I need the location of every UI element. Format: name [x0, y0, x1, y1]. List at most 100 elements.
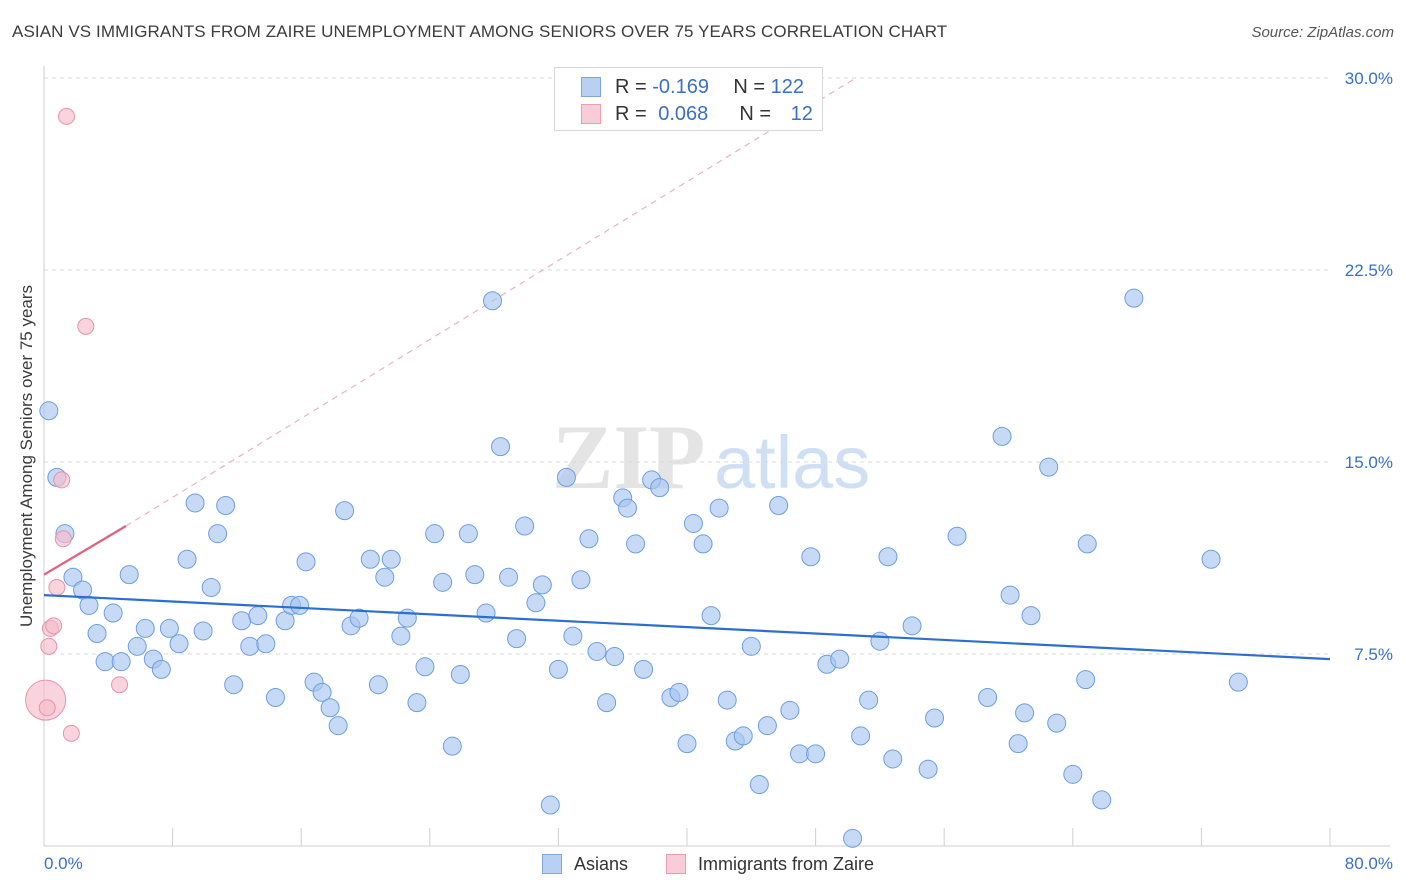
- asians-point: [683, 513, 703, 533]
- zaire-point: [62, 724, 80, 742]
- asians-point: [381, 549, 401, 569]
- zaire-trend-line: [43, 525, 127, 576]
- asians-point: [733, 726, 753, 746]
- asians-trend-line: [43, 594, 1331, 661]
- asians-point: [482, 291, 502, 311]
- asians-point: [391, 626, 411, 646]
- asians-point: [780, 700, 800, 720]
- asians-point: [1015, 703, 1035, 723]
- asians-point: [193, 621, 213, 641]
- zaire-point: [77, 317, 95, 335]
- bottom-asians-swatch: [542, 854, 562, 874]
- asians-point: [918, 759, 938, 779]
- asians-point: [1076, 670, 1096, 690]
- asians-point: [476, 603, 496, 623]
- asians-point: [442, 736, 462, 756]
- asians-point: [992, 426, 1012, 446]
- y-tick-label: 22.5%: [1345, 261, 1393, 280]
- y-tick-label: 7.5%: [1354, 645, 1393, 664]
- y-tick-label: 15.0%: [1345, 453, 1393, 472]
- bottom-legend-asians: Asians: [542, 852, 628, 876]
- asians-point: [749, 775, 769, 795]
- asians-point: [290, 595, 310, 615]
- y-axis-label: Unemployment Among Seniors over 75 years: [17, 284, 36, 628]
- legend-zaire-r-value: 0.068: [658, 102, 709, 125]
- asians-point: [224, 675, 244, 695]
- asians-point: [499, 567, 519, 587]
- asians-point: [216, 496, 236, 516]
- asians-point: [335, 501, 355, 521]
- bottom-zaire-swatch: [666, 854, 686, 874]
- asians-point: [978, 688, 998, 708]
- asians-point: [1021, 606, 1041, 626]
- asians-point: [1092, 790, 1112, 810]
- asians-point: [878, 547, 898, 567]
- bottom-legend-zaire: Immigrants from Zaire: [666, 852, 874, 876]
- asians-point: [1077, 534, 1097, 554]
- asians-point: [360, 549, 380, 569]
- legend-row-zaire: R = 0.068 N = 12: [581, 102, 813, 126]
- asians-point: [151, 659, 171, 679]
- asians-point: [425, 524, 445, 544]
- asians-point: [127, 636, 147, 656]
- legend-zaire-n-label: N =: [739, 102, 772, 125]
- asians-point: [626, 534, 646, 554]
- asians-point: [579, 529, 599, 549]
- asians-point: [103, 603, 123, 623]
- chart-title: ASIAN VS IMMIGRANTS FROM ZAIRE UNEMPLOYM…: [12, 22, 948, 41]
- asians-point: [433, 572, 453, 592]
- legend-asians-r-label: R =: [615, 75, 647, 98]
- asians-point: [256, 634, 276, 654]
- asians-point: [801, 547, 821, 567]
- asians-point: [79, 595, 99, 615]
- asians-point: [769, 496, 789, 516]
- zaire-point: [53, 471, 71, 489]
- asians-point: [709, 498, 729, 518]
- legend-asians-n-value: 122: [770, 75, 804, 98]
- zaire-point: [54, 530, 72, 548]
- asians-point: [177, 549, 197, 569]
- legend-asians-r-value: -0.169: [652, 75, 709, 98]
- asians-point: [87, 624, 107, 644]
- asians-point: [1063, 764, 1083, 784]
- asians-point: [634, 659, 654, 679]
- source-note: Source: ZipAtlas.com: [1251, 24, 1394, 41]
- asians-point: [491, 437, 511, 457]
- asians-point: [843, 828, 863, 848]
- asians-point: [296, 552, 316, 572]
- asians-point: [39, 401, 59, 421]
- asians-point: [571, 570, 591, 590]
- zaire-point: [40, 637, 58, 655]
- asians-point: [851, 726, 871, 746]
- asians-point: [669, 682, 689, 702]
- asians-point: [717, 690, 737, 710]
- asians-point: [902, 616, 922, 636]
- asians-point: [312, 682, 332, 702]
- zaire-swatch: [581, 104, 601, 124]
- asians-point: [597, 693, 617, 713]
- asians-point: [63, 567, 83, 587]
- asians-point: [790, 744, 810, 764]
- legend-zaire-r-label: R =: [615, 102, 647, 125]
- x-tick-label-max: 80.0%: [1345, 854, 1393, 873]
- asians-point: [947, 526, 967, 546]
- asians-point: [507, 629, 527, 649]
- asians-point: [95, 652, 115, 672]
- asians-point: [925, 708, 945, 728]
- asians-point: [1124, 288, 1144, 308]
- asians-point: [618, 498, 638, 518]
- asians-point: [1047, 713, 1067, 733]
- asians-point: [526, 593, 546, 613]
- asians-point: [741, 636, 761, 656]
- asians-point: [677, 734, 697, 754]
- zaire-point: [48, 578, 66, 596]
- zaire-point: [38, 699, 56, 717]
- legend-asians-n-label: N =: [733, 75, 766, 98]
- zaire-point: [58, 107, 76, 125]
- asians-point: [407, 693, 427, 713]
- asians-point: [650, 478, 670, 498]
- asians-point: [232, 611, 252, 631]
- asians-point: [605, 647, 625, 667]
- asians-point: [135, 618, 155, 638]
- asians-point: [458, 524, 478, 544]
